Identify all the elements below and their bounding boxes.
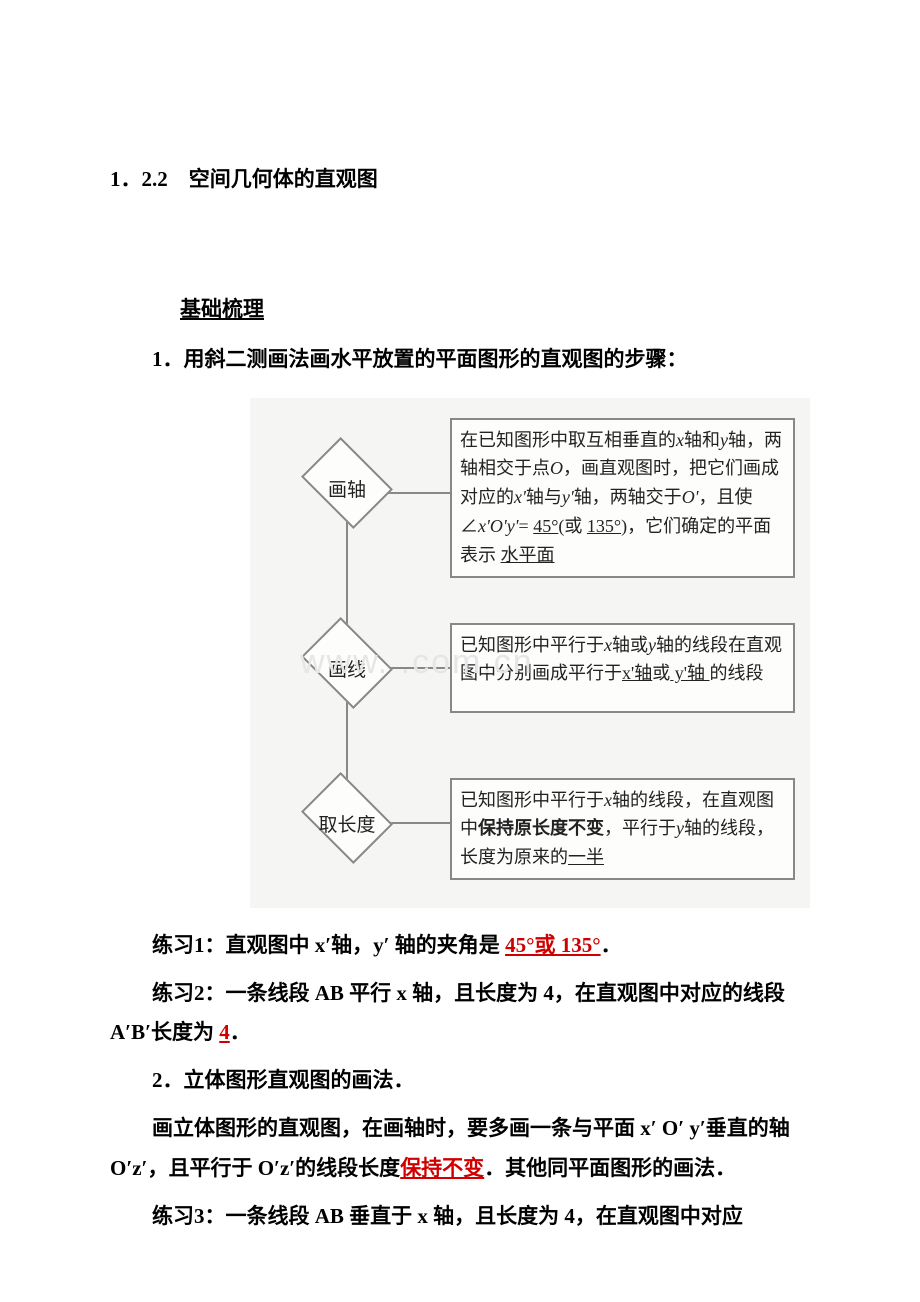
section-number: 1．2.2 空间几何体的直观图	[110, 160, 810, 200]
flow-diamond-label: 取长度	[312, 808, 382, 844]
exercise-1: 练习1：直观图中 x′轴，y′ 轴的夹角是 45°或 135°．	[110, 926, 810, 966]
intro-para: 1．用斜二测画法画水平放置的平面图形的直观图的步骤：	[110, 340, 810, 380]
exercise-3: 练习3：一条线段 AB 垂直于 x 轴，且长度为 4，在直观图中对应	[110, 1197, 810, 1237]
exercise-2: 练习2：一条线段 AB 平行 x 轴，且长度为 4，在直观图中对应的线段 A′B…	[110, 974, 810, 1054]
part2-title: 2．立体图形直观图的画法．	[110, 1061, 810, 1101]
flow-box: 已知图形中平行于x轴的线段，在直观图中保持原长度不变，平行于y轴的线段，长度为原…	[450, 778, 795, 880]
ex1-answer: 45°或 135°	[505, 933, 601, 957]
ex2-post: ．	[230, 1020, 251, 1044]
part2-answer: 保持不变	[400, 1156, 484, 1180]
ex2-answer: 4	[219, 1020, 230, 1044]
heading-basics: 基础梳理	[180, 290, 810, 330]
flow-diamond-label: 画轴	[312, 473, 382, 509]
flow-box: 已知图形中平行于x轴或y轴的线段在直观图中分别画成平行于x'轴或 y'轴 的线段	[450, 623, 795, 713]
flowchart-figure: 画轴画线取长度 在已知图形中取互相垂直的x轴和y轴，两轴相交于点O，画直观图时，把…	[250, 398, 810, 908]
ex1-post: ．	[601, 933, 622, 957]
flow-diamond-label: 画线	[312, 653, 382, 689]
part2-body: 画立体图形的直观图，在画轴时，要多画一条与平面 x′ O′ y′垂直的轴 O′z…	[110, 1109, 810, 1189]
part2-post: ．其他同平面图形的画法．	[484, 1156, 736, 1180]
ex2-pre: 练习2：一条线段 AB 平行 x 轴，且长度为 4，在直观图中对应的线段 A′B…	[110, 981, 785, 1045]
flow-box: 在已知图形中取互相垂直的x轴和y轴，两轴相交于点O，画直观图时，把它们画成对应的…	[450, 418, 795, 578]
ex1-pre: 练习1：直观图中 x′轴，y′ 轴的夹角是	[152, 933, 505, 957]
